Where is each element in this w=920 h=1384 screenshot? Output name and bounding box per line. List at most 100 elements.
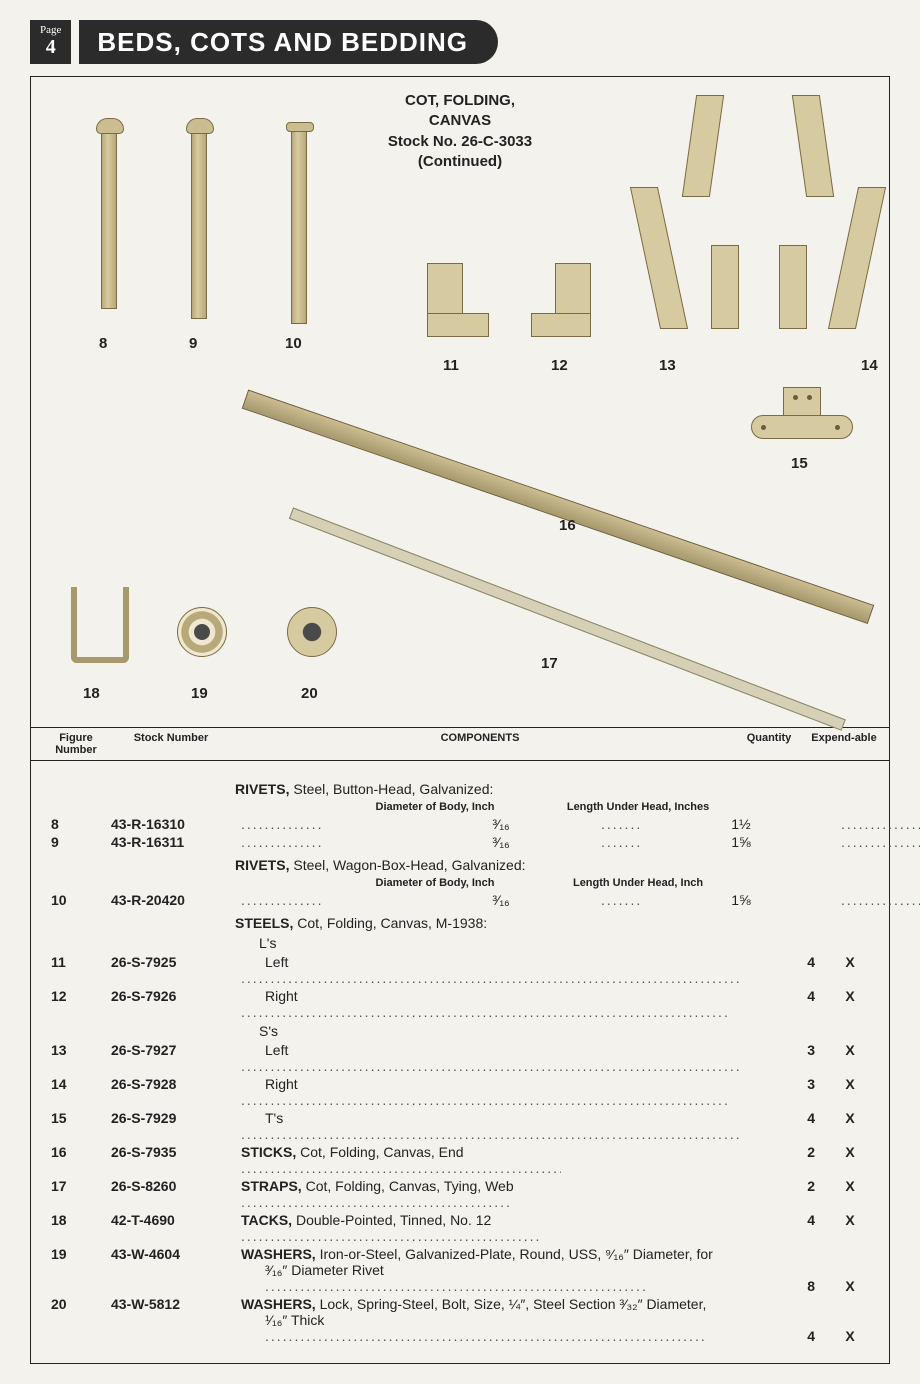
cell-desc: WASHERS, Lock, Spring-Steel, Bolt, Size,…: [241, 1296, 745, 1344]
cell-desc: Left: [241, 1042, 745, 1074]
subhead-c1: Diameter of Body, Inch: [335, 801, 535, 813]
page-label: Page: [40, 24, 61, 36]
cell-desc: STRAPS, Cot, Folding, Canvas, Tying, Web: [241, 1178, 745, 1210]
fig-13-graphic: [631, 95, 741, 325]
item-title: COT, FOLDING, CANVAS Stock No. 26-C-3033…: [388, 91, 532, 172]
subhead-1: Diameter of Body, Inch Length Under Head…: [335, 801, 875, 813]
cell-desc: ³⁄₁₆ 1⅝: [241, 892, 920, 908]
cell-text: Cot, Folding, Canvas, End: [296, 1144, 463, 1160]
cell-desc: Right: [241, 988, 745, 1020]
cell-qty: 2: [755, 1178, 815, 1194]
cell-qty: 2: [755, 1144, 815, 1160]
item-stock: Stock No. 26-C-3033: [388, 133, 532, 150]
fig-19-label: 19: [191, 685, 208, 702]
cell-bold: WASHERS,: [241, 1246, 316, 1262]
table-row: 11 26-S-7925 Left 4 X: [45, 953, 875, 987]
cell-fig: 8: [45, 816, 101, 832]
fig-18-graphic: [71, 587, 129, 663]
sec-bold: RIVETS,: [235, 857, 289, 873]
fig-16-label: 16: [559, 517, 576, 534]
cell-desc: WASHERS, Iron-or-Steel, Galvanized-Plate…: [241, 1246, 745, 1294]
page-number: 4: [40, 36, 61, 58]
cell-exp: X: [825, 954, 875, 970]
fig-9-graphic: [191, 127, 207, 319]
cell-desc: ³⁄₁₆ 1⅝: [241, 834, 920, 850]
cell-fig: 17: [45, 1178, 101, 1194]
fig-8-label: 8: [99, 335, 107, 352]
catalog-frame: COT, FOLDING, CANVAS Stock No. 26-C-3033…: [30, 76, 890, 1364]
cell-text: Lock, Spring-Steel, Bolt, Size, ¼″, Stee…: [316, 1296, 707, 1312]
fig-12-graphic-b: [531, 313, 591, 337]
fig-13-label: 13: [659, 357, 676, 374]
th-quantity: Quantity: [729, 732, 809, 756]
cell-exp: X: [825, 1076, 875, 1092]
sec-rest: Cot, Folding, Canvas, M-1938:: [293, 915, 487, 931]
fig-17-label: 17: [541, 655, 558, 672]
fig-11-graphic-b: [427, 313, 489, 337]
cell-bold: STRAPS,: [241, 1178, 302, 1194]
sec-bold: STEELS,: [235, 915, 293, 931]
cell-qty: 4: [755, 1212, 815, 1228]
cell-desc: Left: [241, 954, 745, 986]
sec-bold: RIVETS,: [235, 781, 289, 797]
cell-fig: 16: [45, 1144, 101, 1160]
cell-text: Double-Pointed, Tinned, No. 12: [292, 1212, 491, 1228]
cell-fig: 15: [45, 1110, 101, 1126]
item-name-2: CANVAS: [429, 112, 491, 129]
cell-fig: 9: [45, 834, 101, 850]
fig-11-label: 11: [443, 357, 459, 374]
cell-exp: X: [825, 988, 875, 1004]
cell-stock: 43-R-16310: [111, 816, 231, 832]
sec-rest: Steel, Button-Head, Galvanized:: [289, 781, 493, 797]
table-row: 14 26-S-7928 Right 3 X: [45, 1075, 875, 1109]
cell-fig: 13: [45, 1042, 101, 1058]
th-components: COMPONENTS: [231, 732, 729, 756]
cell-qty: 4: [755, 1110, 815, 1126]
cell-bold: WASHERS,: [241, 1296, 316, 1312]
section-rivets-1: RIVETS, Steel, Button-Head, Galvanized:: [235, 781, 875, 797]
cell-diam: ³⁄₁₆: [401, 892, 601, 908]
cell-exp: X: [825, 1144, 875, 1160]
cell-fig: 11: [45, 954, 101, 970]
cell-exp: X: [825, 1110, 875, 1126]
section-title: BEDS, COTS AND BEDDING: [79, 20, 498, 64]
th-expendable: Expend-able: [809, 732, 879, 756]
cell-diam: ³⁄₁₆: [401, 816, 601, 832]
table-row: 12 26-S-7926 Right 4 X: [45, 987, 875, 1021]
cell-text: Right: [241, 1076, 298, 1092]
fig-14-graphic: [779, 95, 889, 325]
cell-bold: TACKS,: [241, 1212, 292, 1228]
cell-fig: 20: [45, 1296, 101, 1312]
cell-fig: 12: [45, 988, 101, 1004]
fig-20-label: 20: [301, 685, 318, 702]
cell-desc: STICKS, Cot, Folding, Canvas, End: [241, 1144, 745, 1176]
table-row: 8 43-R-16310 ³⁄₁₆ 1½ 27 X: [45, 815, 875, 833]
fig-20-graphic: [287, 607, 337, 657]
table-row: 19 43-W-4604 WASHERS, Iron-or-Steel, Gal…: [45, 1245, 875, 1295]
cell-qty: 3: [755, 1042, 815, 1058]
th-stock: Stock Number: [111, 732, 231, 756]
cell-text: T's: [241, 1110, 283, 1126]
cell-qty: 8: [755, 1278, 815, 1294]
th-figure: Figure Number: [41, 732, 111, 756]
table-row: 20 43-W-5812 WASHERS, Lock, Spring-Steel…: [45, 1295, 875, 1345]
fig-19-graphic: [177, 607, 227, 657]
cell-len: 1⅝: [641, 892, 841, 908]
cell-fig: 10: [45, 892, 101, 908]
table-row: 13 26-S-7927 Left 3 X: [45, 1041, 875, 1075]
cell-text: Left: [241, 1042, 288, 1058]
table-row: 15 26-S-7929 T's 4 X: [45, 1109, 875, 1143]
subhead-c2: Length Under Head, Inch: [538, 877, 738, 889]
fig-12-label: 12: [551, 357, 568, 374]
sub-ss: S's: [259, 1023, 875, 1039]
cell-text-2: ³⁄₁₆″ Diameter Rivet: [265, 1262, 384, 1278]
cell-stock: 26-S-7935: [111, 1144, 231, 1160]
cell-stock: 26-S-7928: [111, 1076, 231, 1092]
cell-text: Iron-or-Steel, Galvanized-Plate, Round, …: [316, 1246, 713, 1262]
cell-desc: TACKS, Double-Pointed, Tinned, No. 12: [241, 1212, 745, 1244]
cell-desc: ³⁄₁₆ 1½: [241, 816, 920, 832]
fig-8-graphic: [101, 127, 117, 309]
item-name-1: COT, FOLDING,: [405, 92, 515, 109]
subhead-2: Diameter of Body, Inch Length Under Head…: [335, 877, 875, 889]
subhead-c1: Diameter of Body, Inch: [335, 877, 535, 889]
